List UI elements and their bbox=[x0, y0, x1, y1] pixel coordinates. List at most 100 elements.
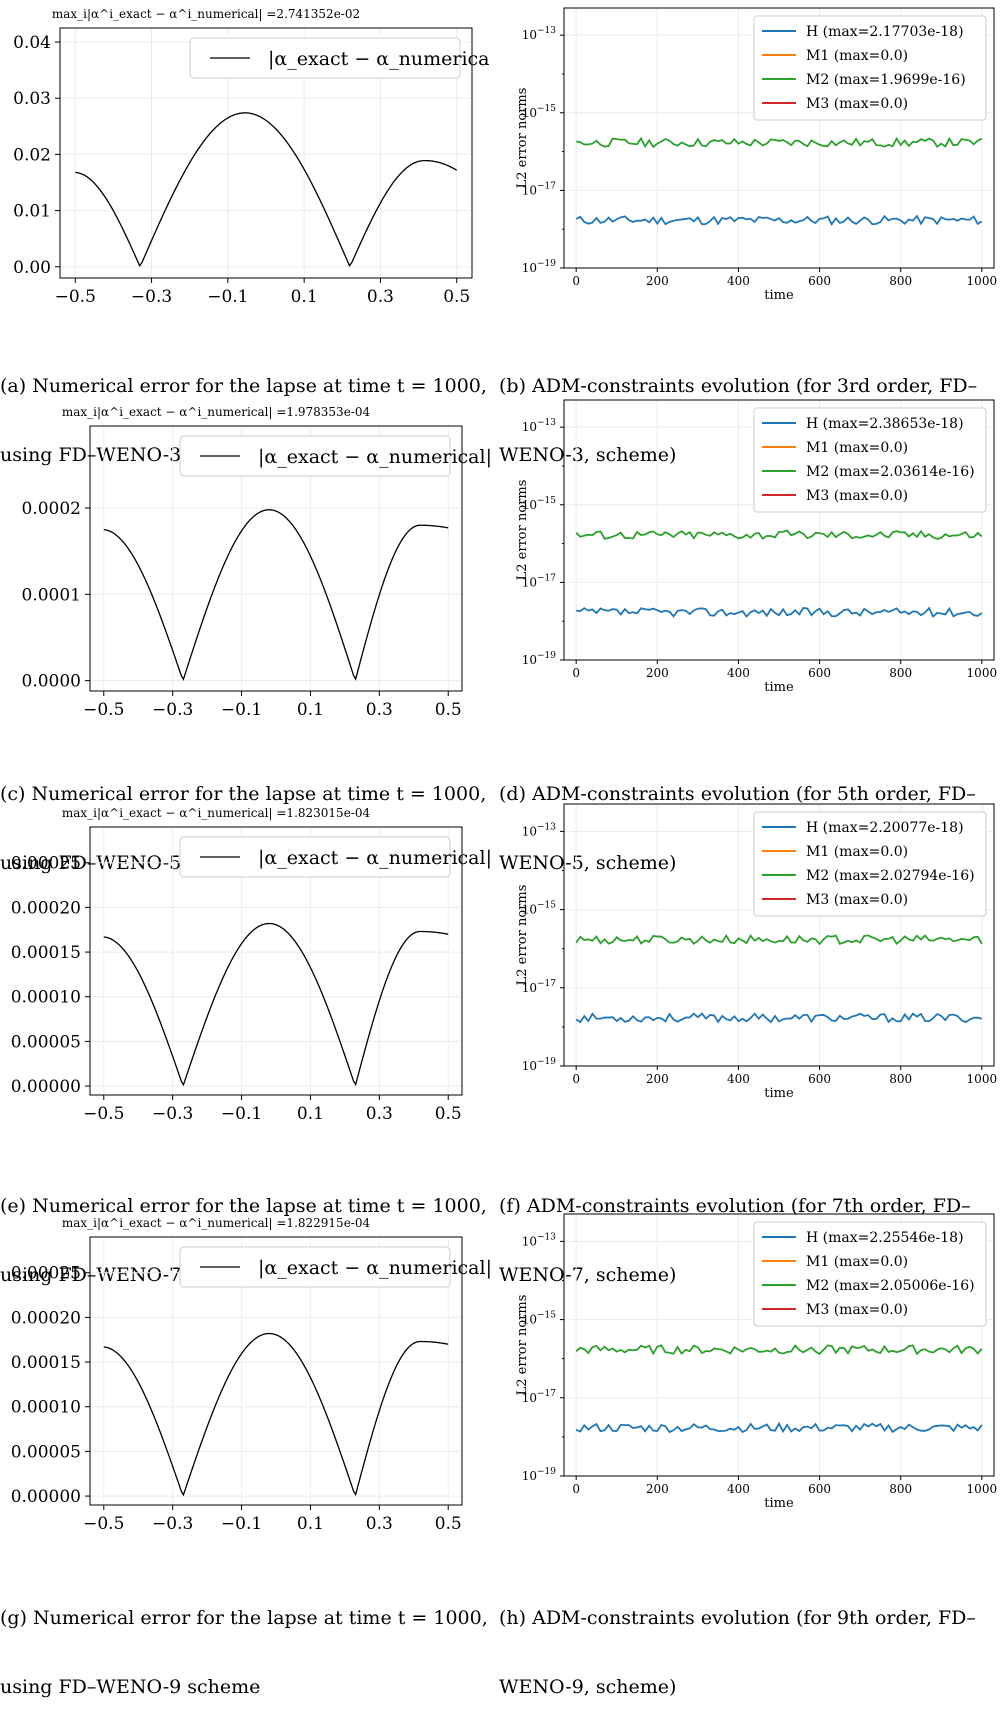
y-tick-label: 10−17 bbox=[522, 573, 557, 589]
x-tick-label: −0.5 bbox=[83, 1514, 124, 1534]
y-tick-label: 0.0002 bbox=[22, 499, 81, 519]
chart-b: 0 200 400 600 800 1000 time 10−19 10−17 10−15 10−1… bbox=[515, 7, 998, 303]
x-tick-label: 0 bbox=[572, 666, 580, 680]
y-tick-label: 0.00005 bbox=[11, 1442, 81, 1462]
x-tick-label: 400 bbox=[727, 274, 750, 288]
caption-d-line-2: WENO-5, scheme) bbox=[499, 852, 677, 874]
plot-frame bbox=[89, 1236, 463, 1506]
error-curve bbox=[103, 922, 449, 1087]
x-tick-label: 0.5 bbox=[435, 700, 462, 717]
y-tick-label: 10−17 bbox=[522, 1389, 557, 1405]
chart-e: max_i|α^i_exact − α^i_numerical| =1.8230… bbox=[11, 806, 490, 1124]
y-tick-label: 0.01 bbox=[13, 202, 51, 222]
caption-h: (h) ADM-constraints evolution (for 9th o… bbox=[499, 1561, 976, 1722]
x-tick-label: 600 bbox=[808, 666, 831, 680]
legend-label: M3 (max=0.0) bbox=[806, 488, 908, 504]
legend-box bbox=[179, 435, 451, 477]
y-tick-label: 0.00000 bbox=[11, 1077, 81, 1097]
x-tick-label: 0.5 bbox=[443, 287, 470, 307]
y-axis-label: L2 error norms bbox=[515, 88, 530, 189]
chart-title: max_i|α^i_exact − α^i_numerical| =1.8229… bbox=[62, 1216, 371, 1230]
plot-frame bbox=[563, 1213, 995, 1477]
y-tick-label: 0.00010 bbox=[11, 1398, 81, 1418]
x-tick-label: 0.3 bbox=[366, 700, 393, 717]
series-line-2 bbox=[575, 136, 983, 149]
legend-box bbox=[753, 811, 987, 917]
legend-label: M1 (max=0.0) bbox=[806, 440, 908, 456]
legend-label: H (max=2.25546e-18) bbox=[806, 1230, 964, 1246]
chart-a: max_i|α^i_exact − α^i_numerical| =2.7413… bbox=[13, 7, 490, 307]
y-tick-label: 0.00005 bbox=[11, 1032, 81, 1052]
error-curve bbox=[103, 509, 449, 681]
series-line-0 bbox=[576, 606, 983, 618]
legend-box bbox=[753, 15, 987, 121]
x-tick-label: 0.3 bbox=[367, 287, 394, 307]
chart-title: max_i|α^i_exact − α^i_numerical| =1.9783… bbox=[62, 405, 371, 419]
y-tick-label: 0.00015 bbox=[11, 1353, 81, 1373]
series-line-2 bbox=[575, 1344, 983, 1356]
x-tick-label: 600 bbox=[808, 1482, 831, 1496]
caption-h-line-1: (h) ADM-constraints evolution (for 9th o… bbox=[499, 1607, 976, 1629]
chart-h: 0 200 400 600 800 1000 time 10−19 10−17 10−15 10−1… bbox=[515, 1213, 997, 1511]
plot-frame bbox=[563, 803, 995, 1067]
caption-e-line-1: (e) Numerical error for the lapse at tim… bbox=[0, 1195, 487, 1217]
y-tick-label: 0.00 bbox=[13, 258, 51, 278]
x-tick-label: −0.3 bbox=[131, 287, 172, 307]
x-tick-label: 0.5 bbox=[435, 1514, 462, 1534]
y-tick-label: 10−13 bbox=[522, 1232, 557, 1248]
x-tick-label: 200 bbox=[646, 666, 669, 680]
y-tick-label: 10−15 bbox=[522, 496, 557, 512]
y-tick-label: 0.00015 bbox=[11, 943, 81, 963]
x-tick-label: 400 bbox=[727, 1072, 750, 1086]
plot-frame bbox=[563, 399, 995, 661]
y-tick-label: 0.00020 bbox=[11, 898, 81, 918]
x-tick-label: −0.3 bbox=[152, 1104, 193, 1124]
x-tick-label: 200 bbox=[646, 1482, 669, 1496]
y-tick-label: 0.00025 bbox=[11, 854, 81, 874]
y-tick-label: 0.00010 bbox=[11, 988, 81, 1008]
series-line-2 bbox=[575, 933, 983, 946]
y-tick-label: 0.00020 bbox=[11, 1308, 81, 1328]
caption-h-line-2: WENO-9, scheme) bbox=[499, 1676, 677, 1698]
y-tick-label: 10−13 bbox=[522, 26, 557, 42]
x-tick-label: 0.1 bbox=[291, 287, 318, 307]
caption-b-line-1: (b) ADM-constraints evolution (for 3rd o… bbox=[499, 375, 978, 397]
y-tick-label: 0.03 bbox=[13, 89, 51, 109]
x-tick-label: −0.5 bbox=[83, 1104, 124, 1124]
legend-label: M1 (max=0.0) bbox=[806, 1254, 908, 1270]
x-tick-label: 800 bbox=[889, 1072, 912, 1086]
x-tick-label: −0.1 bbox=[221, 1104, 262, 1124]
y-tick-label: 0.02 bbox=[13, 145, 51, 165]
x-tick-label: 0 bbox=[572, 1072, 580, 1086]
x-tick-label: 0.1 bbox=[297, 700, 324, 717]
x-tick-label: 0.1 bbox=[297, 1104, 324, 1124]
series-line-0 bbox=[575, 1421, 983, 1434]
caption-b: (b) ADM-constraints evolution (for 3rd o… bbox=[499, 329, 977, 490]
x-tick-label: 1000 bbox=[967, 666, 998, 680]
legend-label: |α_exact − α_numerical| bbox=[258, 446, 490, 468]
series-line-0 bbox=[575, 1012, 983, 1024]
y-axis-label: L2 error norms bbox=[515, 885, 530, 986]
legend-label: M1 (max=0.0) bbox=[806, 844, 908, 860]
x-tick-label: 1000 bbox=[967, 274, 998, 288]
legend-label: |α_exact − α_numerical| bbox=[258, 847, 490, 869]
x-tick-label: 800 bbox=[889, 666, 912, 680]
legend-label: M1 (max=0.0) bbox=[806, 48, 908, 64]
caption-d-line-1: (d) ADM-constraints evolution (for 5th o… bbox=[499, 783, 976, 805]
legend-label: H (max=2.17703e-18) bbox=[806, 24, 964, 40]
x-axis-label: time bbox=[764, 288, 794, 303]
x-axis-label: time bbox=[764, 1496, 794, 1511]
x-tick-label: 0.5 bbox=[435, 1104, 462, 1124]
x-tick-label: 600 bbox=[808, 274, 831, 288]
x-tick-label: −0.3 bbox=[152, 1514, 193, 1534]
y-tick-label: 10−13 bbox=[522, 418, 557, 434]
y-tick-label: 0.0000 bbox=[22, 672, 81, 692]
x-tick-label: 1000 bbox=[967, 1072, 998, 1086]
legend-box bbox=[189, 37, 461, 79]
y-tick-label: 10−15 bbox=[522, 1311, 557, 1327]
y-tick-label: 0.00000 bbox=[11, 1487, 81, 1507]
x-tick-label: 0 bbox=[572, 1482, 580, 1496]
legend-label: M2 (max=1.9699e-16) bbox=[806, 72, 966, 88]
series-line-2 bbox=[575, 529, 983, 540]
x-tick-label: 0.1 bbox=[297, 1514, 324, 1534]
